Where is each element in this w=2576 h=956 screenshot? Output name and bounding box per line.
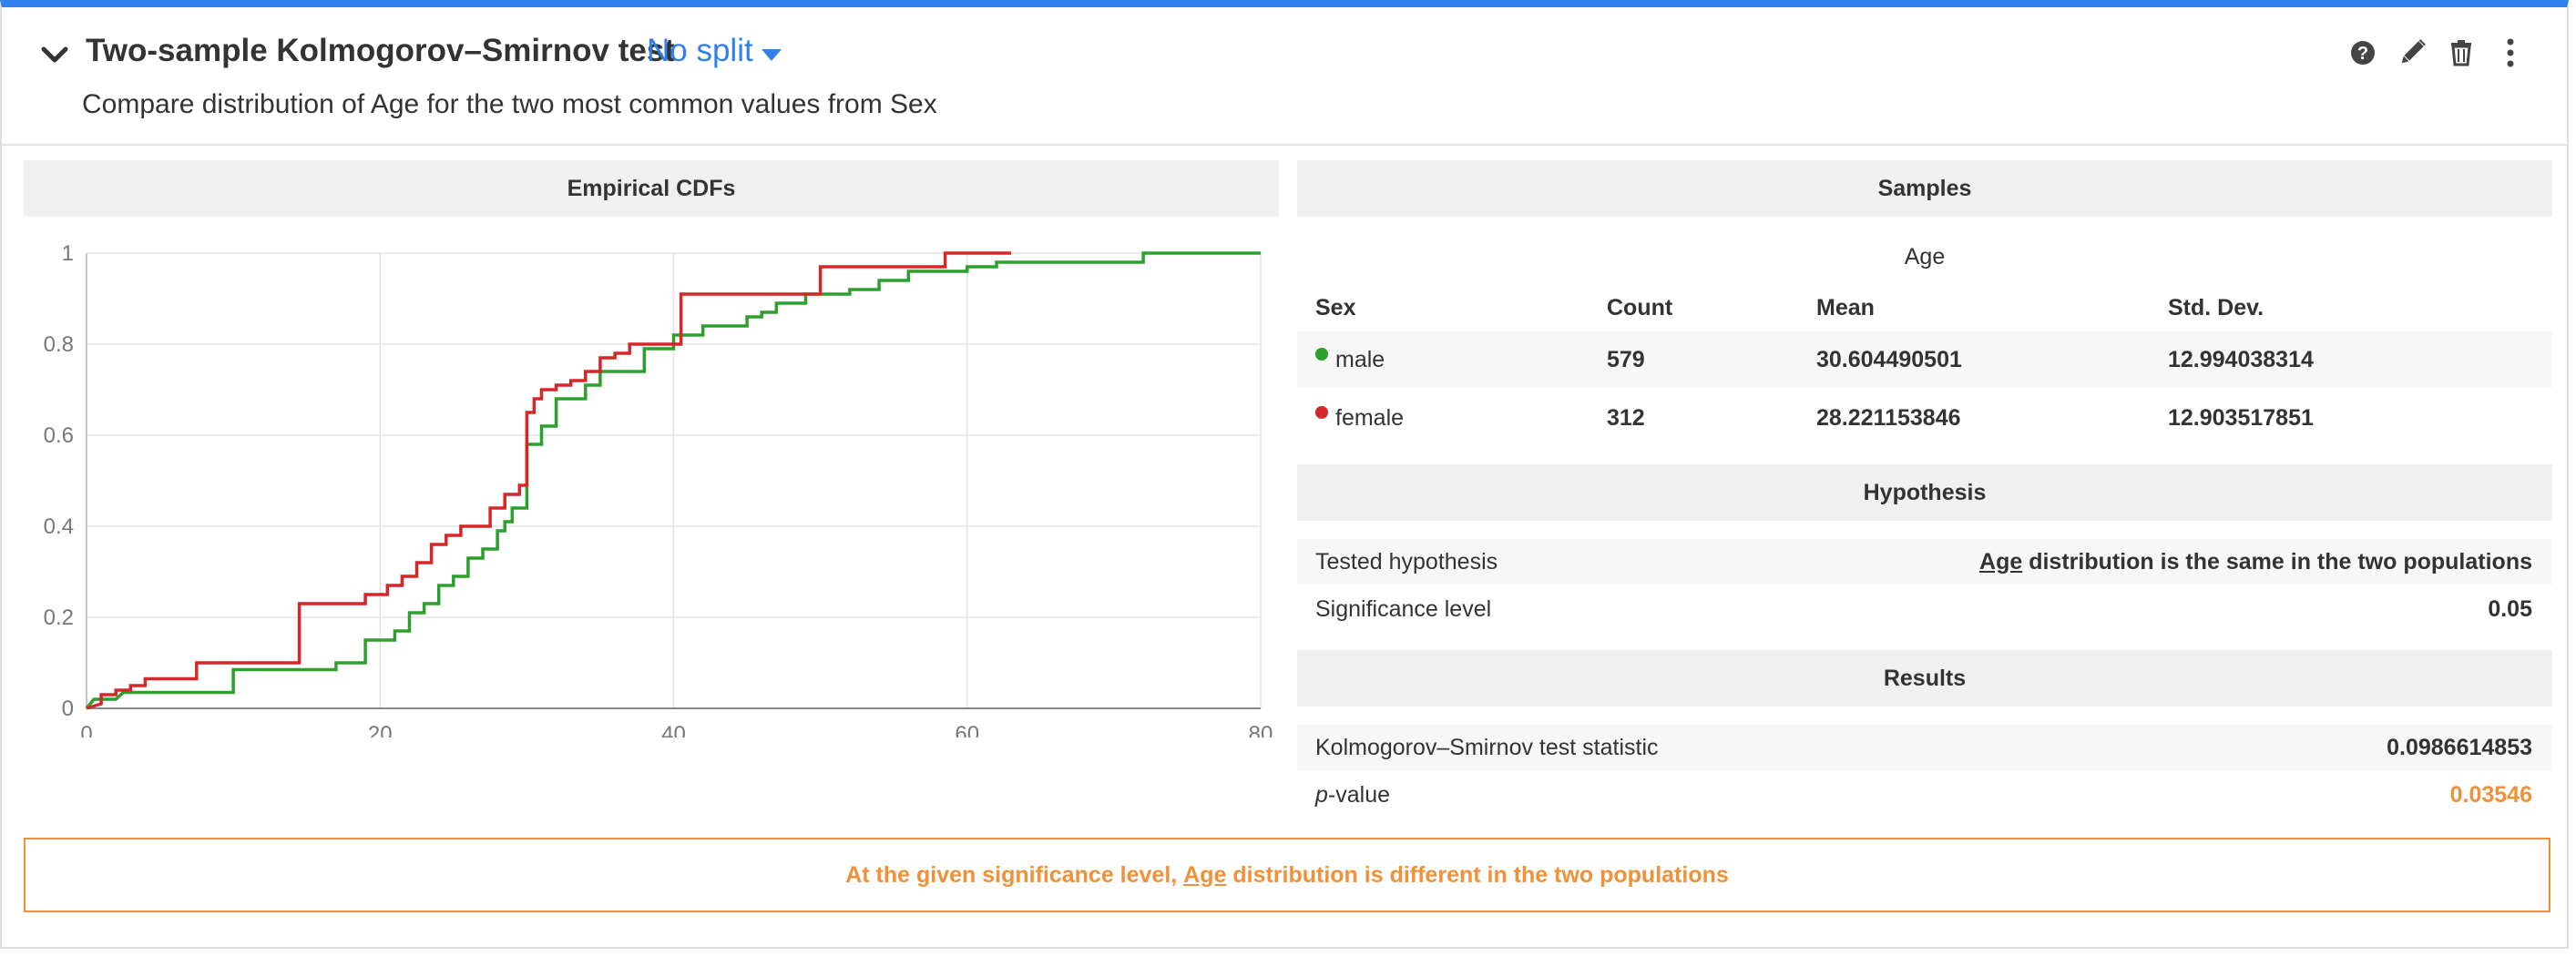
trash-icon[interactable]: [2445, 35, 2478, 71]
sex-value: female: [1335, 404, 1405, 431]
series-dot-icon: [1315, 406, 1328, 419]
col-count: Count: [1607, 294, 1673, 320]
y-tick-label: 0.6: [44, 423, 74, 448]
series-dot-icon: [1315, 348, 1328, 361]
pvalue-value: 0.03546: [2449, 781, 2532, 808]
hypothesis-variable[interactable]: Age: [1979, 548, 2023, 575]
series-line-female: [86, 251, 1012, 710]
y-tick-label: 1: [62, 241, 74, 266]
significance-row: Significance level 0.05: [1297, 586, 2552, 632]
col-std: Std. Dev.: [2168, 294, 2264, 320]
count-cell: 579: [1607, 346, 1645, 372]
more-vertical-icon[interactable]: [2494, 35, 2527, 71]
hypothesis-panel-title: Hypothesis: [1297, 464, 2552, 521]
y-tick-label: 0: [62, 697, 74, 721]
split-dropdown[interactable]: No split: [647, 33, 753, 68]
chart-panel-title: Empirical CDFs: [24, 160, 1279, 217]
help-icon[interactable]: ?: [2346, 35, 2379, 71]
mean-cell: 30.604490501: [1816, 346, 1962, 372]
x-tick-label: 40: [661, 722, 686, 737]
x-tick-label: 0: [80, 722, 92, 737]
chevron-down-icon[interactable]: [38, 38, 71, 71]
conclusion-variable[interactable]: Age: [1183, 861, 1227, 888]
y-tick-label: 0.4: [44, 514, 74, 539]
y-tick-label: 0.2: [44, 605, 74, 630]
card-title: Two-sample Kolmogorov–Smirnov test: [86, 33, 675, 68]
conclusion-suffix: distribution is different in the two pop…: [1226, 861, 1729, 888]
svg-text:?: ?: [2357, 44, 2368, 64]
series-line-male: [85, 251, 1261, 710]
significance-label: Significance level: [1315, 595, 1492, 622]
tested-hypothesis-label: Tested hypothesis: [1315, 548, 1498, 575]
x-tick-label: 20: [368, 722, 393, 737]
x-tick-label: 80: [1249, 722, 1273, 737]
edit-icon[interactable]: [2396, 35, 2428, 71]
pvalue-label-italic: p: [1315, 781, 1328, 808]
std-cell: 12.994038314: [2168, 346, 2314, 372]
samples-table-header: Sex Count Mean Std. Dev.: [1297, 290, 2552, 326]
results-panel-title: Results: [1297, 650, 2552, 707]
y-tick-label: 0.8: [44, 332, 74, 357]
x-tick-label: 60: [955, 722, 979, 737]
pvalue-row: p -value 0.03546: [1297, 772, 2552, 818]
mean-cell: 28.221153846: [1816, 404, 1961, 431]
card-header: Two-sample Kolmogorov–Smirnov test No sp…: [2, 7, 2567, 146]
hypothesis-text: distribution is the same in the two popu…: [2022, 548, 2532, 575]
tested-hypothesis-value: Age distribution is the same in the two …: [1979, 539, 2532, 585]
conclusion-prefix: At the given significance level,: [845, 861, 1184, 888]
sex-value: male: [1335, 346, 1385, 372]
conclusion-banner: At the given significance level, Age dis…: [24, 838, 2550, 912]
col-mean: Mean: [1816, 294, 1875, 320]
card-subtitle: Compare distribution of Age for the two …: [82, 89, 937, 119]
statistic-value: 0.0986614853: [2387, 734, 2532, 760]
caret-down-icon[interactable]: [762, 49, 782, 62]
col-sex: Sex: [1315, 294, 1356, 320]
std-cell: 12.903517851: [2168, 404, 2314, 431]
table-row: female 312 28.221153846 12.903517851: [1297, 390, 2552, 446]
count-cell: 312: [1607, 404, 1645, 431]
sex-cell: female: [1315, 390, 1404, 446]
sex-cell: male: [1315, 331, 1385, 388]
significance-value: 0.05: [2488, 595, 2532, 622]
table-row: male 579 30.604490501 12.994038314: [1297, 331, 2552, 388]
pvalue-label-rest: -value: [1327, 781, 1390, 808]
ecdf-chart: 0 20 40 60 80 0 0.2 0.4 0.6 0.8 1: [44, 241, 1273, 737]
samples-panel-title: Samples: [1297, 160, 2552, 217]
pvalue-label: p -value: [1315, 772, 1390, 818]
statistic-label: Kolmogorov–Smirnov test statistic: [1315, 734, 1659, 760]
samples-group-header: Age: [1904, 244, 1946, 270]
tested-hypothesis-row: Tested hypothesis Age distribution is th…: [1297, 539, 2552, 585]
statistic-row: Kolmogorov–Smirnov test statistic 0.0986…: [1297, 725, 2552, 770]
